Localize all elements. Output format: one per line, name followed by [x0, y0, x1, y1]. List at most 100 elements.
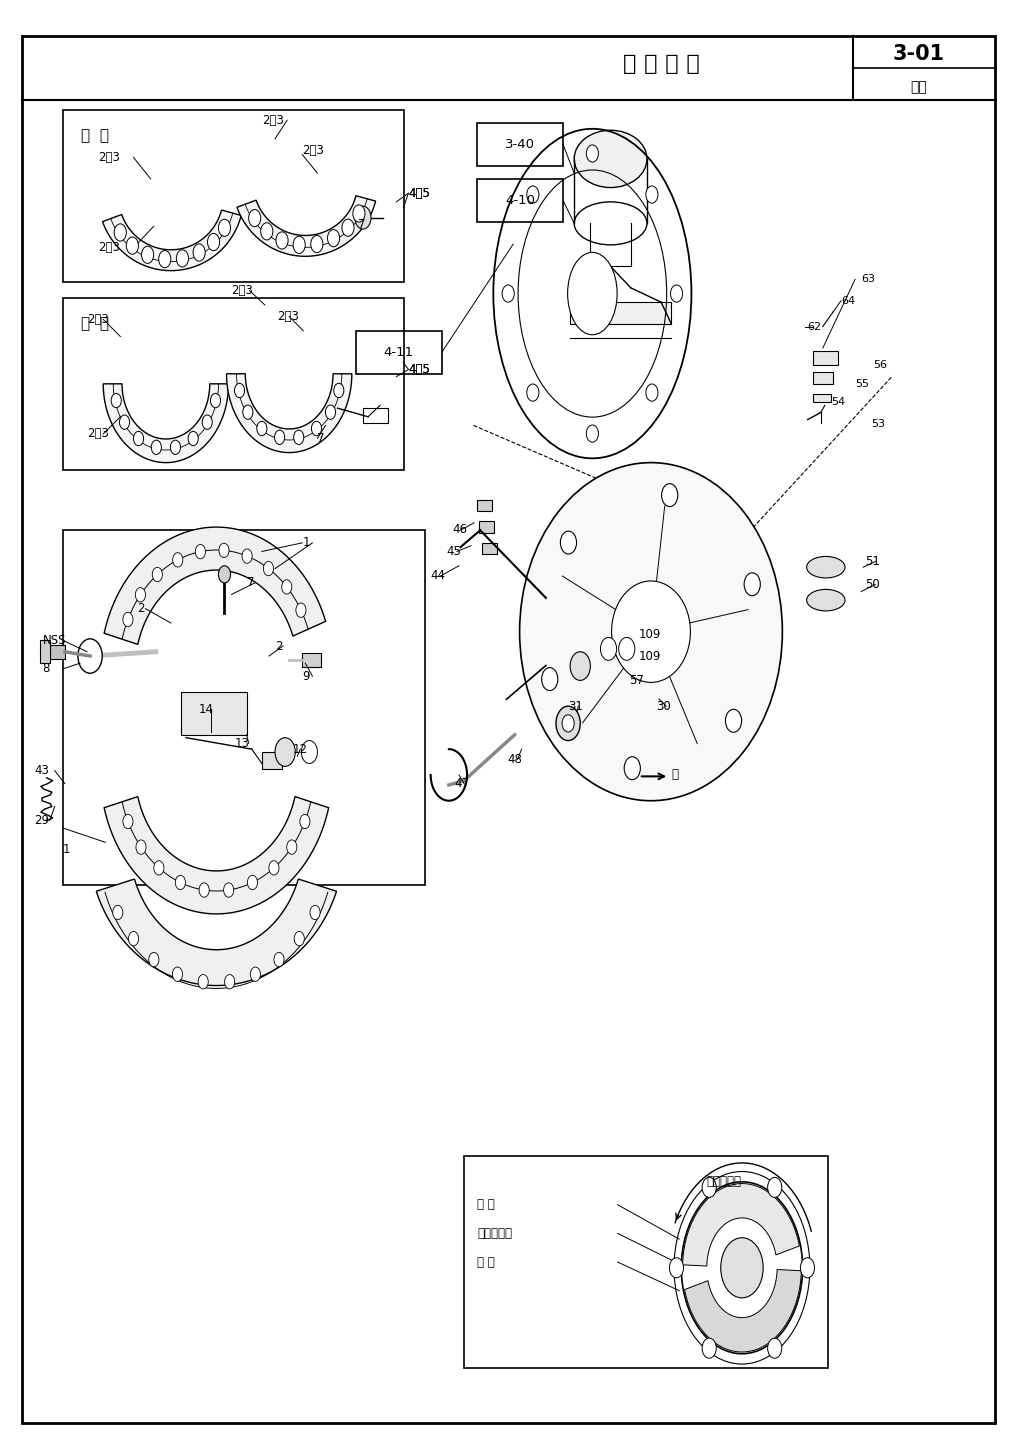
- Circle shape: [744, 574, 760, 595]
- Text: 2，3: 2，3: [99, 241, 120, 254]
- Text: 14: 14: [199, 703, 213, 716]
- Circle shape: [219, 543, 229, 558]
- Text: 图号: 图号: [910, 81, 927, 94]
- Circle shape: [311, 235, 323, 252]
- Circle shape: [224, 974, 234, 989]
- Circle shape: [142, 246, 154, 264]
- Circle shape: [211, 393, 220, 408]
- Text: 4，5: 4，5: [409, 187, 430, 200]
- Ellipse shape: [568, 252, 618, 334]
- Text: 前 制 动 器: 前 制 动 器: [623, 55, 699, 75]
- Circle shape: [767, 1339, 782, 1359]
- Circle shape: [296, 602, 306, 617]
- Circle shape: [274, 953, 284, 967]
- Text: 1: 1: [63, 843, 70, 856]
- Text: 制动蹄衬片: 制动蹄衬片: [477, 1226, 513, 1239]
- Circle shape: [767, 1177, 782, 1197]
- Circle shape: [243, 405, 253, 419]
- Bar: [63, 530, 425, 885]
- Circle shape: [327, 229, 339, 246]
- Polygon shape: [226, 373, 352, 452]
- Circle shape: [128, 931, 139, 945]
- Text: 9: 9: [303, 670, 310, 683]
- Circle shape: [294, 931, 305, 945]
- Circle shape: [646, 186, 658, 203]
- Bar: [477, 500, 492, 512]
- Text: 从  蹄: 从 蹄: [81, 128, 109, 144]
- Circle shape: [310, 905, 320, 919]
- Circle shape: [152, 568, 162, 582]
- Text: 3-01: 3-01: [893, 45, 945, 65]
- Circle shape: [251, 967, 261, 981]
- Circle shape: [542, 667, 557, 690]
- Circle shape: [218, 219, 230, 236]
- Ellipse shape: [807, 589, 845, 611]
- Circle shape: [199, 883, 209, 898]
- Circle shape: [123, 814, 132, 829]
- Circle shape: [234, 383, 245, 398]
- Bar: [608, 641, 644, 656]
- Text: 56: 56: [873, 360, 888, 370]
- Text: NSS: NSS: [43, 634, 66, 647]
- Circle shape: [208, 233, 220, 251]
- Text: 8: 8: [43, 663, 50, 676]
- Circle shape: [702, 1339, 716, 1359]
- Bar: [479, 522, 494, 533]
- Circle shape: [126, 238, 139, 254]
- Text: 4，5: 4，5: [409, 187, 430, 200]
- Circle shape: [136, 588, 146, 602]
- Text: 13: 13: [234, 736, 250, 749]
- Circle shape: [218, 566, 230, 584]
- Circle shape: [114, 223, 126, 241]
- Text: 2，3: 2，3: [87, 313, 109, 326]
- Circle shape: [119, 415, 129, 429]
- Text: 31: 31: [569, 700, 583, 713]
- Circle shape: [159, 251, 171, 268]
- Text: 2，3: 2，3: [262, 114, 283, 127]
- Circle shape: [571, 651, 590, 680]
- Circle shape: [151, 440, 161, 454]
- Text: 4-10: 4-10: [505, 195, 535, 208]
- Polygon shape: [103, 210, 242, 271]
- Circle shape: [249, 209, 261, 226]
- Text: 43: 43: [35, 764, 49, 777]
- Circle shape: [123, 612, 132, 627]
- Circle shape: [502, 285, 515, 303]
- Circle shape: [189, 431, 199, 445]
- Text: 109: 109: [639, 650, 661, 663]
- Circle shape: [556, 706, 580, 741]
- Text: 4，5: 4，5: [409, 363, 430, 376]
- Circle shape: [113, 905, 123, 919]
- Bar: [50, 644, 65, 659]
- Polygon shape: [103, 383, 228, 463]
- Bar: [482, 543, 497, 555]
- Circle shape: [334, 383, 343, 398]
- Circle shape: [263, 562, 273, 576]
- Bar: [627, 641, 662, 656]
- Circle shape: [560, 532, 577, 553]
- Circle shape: [646, 383, 658, 401]
- Text: 109: 109: [639, 628, 661, 641]
- Bar: [356, 331, 442, 373]
- Text: 45: 45: [447, 545, 462, 558]
- Text: 2，3: 2，3: [231, 284, 254, 297]
- Circle shape: [600, 637, 616, 660]
- Circle shape: [202, 415, 212, 429]
- Bar: [63, 110, 405, 282]
- Circle shape: [149, 953, 159, 967]
- Ellipse shape: [574, 130, 647, 187]
- Circle shape: [353, 205, 365, 222]
- Circle shape: [223, 883, 233, 898]
- Text: 3-40: 3-40: [505, 138, 535, 151]
- Circle shape: [111, 393, 121, 408]
- Ellipse shape: [520, 463, 783, 801]
- Circle shape: [281, 579, 291, 594]
- Polygon shape: [104, 797, 329, 914]
- Bar: [464, 1156, 827, 1368]
- Circle shape: [625, 757, 640, 780]
- Circle shape: [293, 429, 304, 444]
- Text: 48: 48: [507, 752, 523, 765]
- Text: 57: 57: [629, 674, 644, 687]
- Circle shape: [300, 814, 310, 829]
- Text: 制动鼓转向: 制动鼓转向: [706, 1176, 742, 1189]
